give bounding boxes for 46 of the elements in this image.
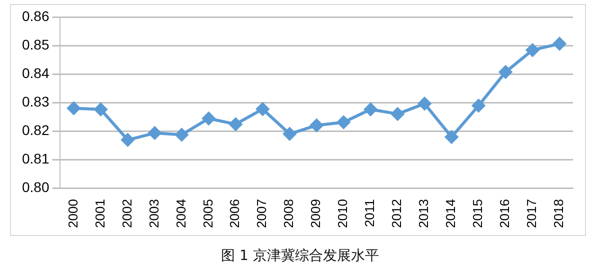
point	[391, 107, 404, 120]
y-tick-label: 0.86	[22, 8, 50, 24]
point	[337, 116, 350, 129]
x-tick-label: 2004	[173, 199, 188, 228]
text: 图 1 京津冀综合发展水平	[220, 247, 380, 265]
y-tick-label: 0.80	[22, 178, 50, 195]
y-tick-label: 0.83	[22, 93, 50, 110]
point	[526, 44, 540, 57]
x-tick-label: 2017	[524, 199, 540, 228]
x-tick-label: 2016	[497, 199, 512, 228]
point	[202, 112, 216, 126]
x-tick-label: 2008	[281, 199, 296, 228]
point	[67, 102, 80, 115]
x-tick-label: 2009	[308, 199, 324, 228]
x-tick-label: 2018	[551, 199, 566, 228]
x-tick-label: 2015	[470, 199, 486, 228]
point	[283, 127, 296, 140]
point	[418, 97, 432, 110]
point	[499, 66, 512, 79]
point	[148, 126, 162, 140]
point	[364, 102, 378, 116]
y-tick-label: 0.84	[22, 64, 50, 81]
point	[175, 128, 188, 142]
point	[310, 118, 324, 132]
point	[256, 102, 270, 116]
point	[121, 133, 134, 146]
x-tick-label: 2005	[200, 199, 216, 228]
x-tick-label: 2011	[362, 199, 378, 228]
x-tick-label: 2010	[335, 199, 350, 228]
x-tick-label: 2001	[92, 199, 108, 228]
y-tick-label: 0.85	[22, 36, 50, 52]
x-tick-label: 2002	[119, 199, 134, 228]
x-tick-label: 2006	[227, 199, 242, 228]
point	[229, 118, 242, 131]
x-tick-label: 2000	[65, 199, 80, 228]
point	[472, 99, 486, 112]
y-tick-label: 0.81	[22, 150, 50, 166]
x-tick-label: 2012	[389, 199, 404, 228]
x-tick-label: 2007	[254, 199, 270, 228]
y-tick-label: 0.82	[22, 122, 50, 138]
x-tick-label: 2014	[443, 199, 458, 228]
point	[553, 37, 566, 50]
x-tick-label: 2003	[146, 199, 162, 228]
point	[94, 102, 108, 116]
x-tick-label: 2013	[416, 199, 432, 228]
point	[445, 130, 458, 144]
